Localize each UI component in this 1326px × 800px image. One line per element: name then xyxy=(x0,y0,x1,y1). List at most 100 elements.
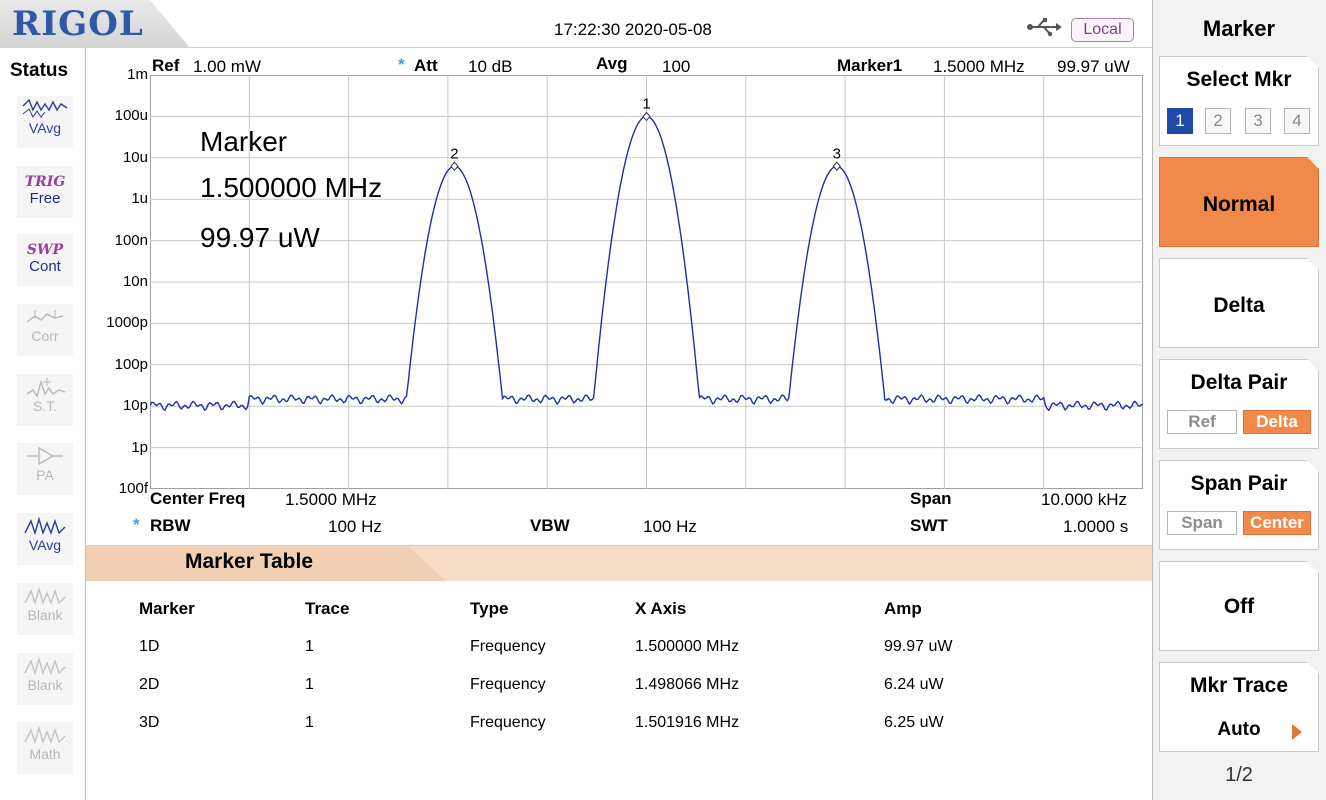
trace-wave-icon xyxy=(24,516,66,536)
delta-pair-delta-option[interactable]: Delta xyxy=(1243,410,1311,434)
table-cell: 1.500000 MHz xyxy=(635,638,740,655)
marker-readout-label: Marker1 xyxy=(837,56,903,75)
correction-icon xyxy=(26,310,64,323)
usb-icon xyxy=(1027,18,1062,37)
table-cell: 1.501916 MHz xyxy=(635,714,740,731)
preamp-icon xyxy=(27,446,63,466)
marker-number: 1 xyxy=(642,95,650,112)
marker-readout-amp: 99.97 uW xyxy=(1057,57,1130,76)
status-pa-label: PA xyxy=(36,467,54,483)
status-math[interactable]: Math xyxy=(17,722,73,774)
select-marker-label: Select Mkr xyxy=(1186,68,1292,91)
table-cell: 1D xyxy=(139,638,160,655)
marker-number: 2 xyxy=(450,145,458,162)
col-header-x-axis: X Axis xyxy=(635,599,687,618)
marker-table-title: Marker Table xyxy=(185,550,313,573)
vbw-value[interactable]: 100 Hz xyxy=(643,517,697,536)
delta-pair-label: Delta Pair xyxy=(1190,371,1288,394)
status-title: Status xyxy=(10,60,69,81)
y-tick-label: 10u xyxy=(122,149,148,166)
swt-value[interactable]: 1.0000 s xyxy=(1063,517,1129,536)
ref-label: Ref xyxy=(152,56,180,75)
table-cell: Frequency xyxy=(470,638,546,655)
swt-label: SWT xyxy=(910,516,948,535)
marker-4-option[interactable]: 4 xyxy=(1284,108,1310,134)
center-freq-value[interactable]: 1.5000 MHz xyxy=(285,490,377,509)
trace-wave-icon xyxy=(24,725,66,745)
status-st-label: S.T. xyxy=(32,398,58,414)
y-tick-label: 1p xyxy=(131,439,148,456)
trig-tag: TRIG xyxy=(24,174,66,190)
spectrum-plot: 1 2 3 xyxy=(150,75,1143,489)
status-sweep[interactable]: SWP Cont xyxy=(17,234,73,286)
rigol-logo: RIGOL xyxy=(12,4,144,44)
span-pair-span-option[interactable]: Span xyxy=(1167,511,1237,535)
delta-key[interactable] xyxy=(1159,258,1319,348)
span-pair-key[interactable] xyxy=(1159,460,1319,550)
trig-value: Free xyxy=(29,190,61,207)
table-cell: 1.498066 MHz xyxy=(635,676,740,693)
delta-pair-ref-option[interactable]: Ref xyxy=(1167,410,1237,434)
status-trig[interactable]: TRIG Free xyxy=(17,166,73,218)
y-tick-label: 10n xyxy=(122,273,148,290)
col-header-amp: Amp xyxy=(884,599,922,618)
marker-readout-freq: 1.5000 MHz xyxy=(933,57,1025,76)
rbw-label: RBW xyxy=(150,516,191,535)
marker-diamond[interactable] xyxy=(832,161,841,172)
col-header-trace: Trace xyxy=(305,599,350,618)
table-cell: 99.97 uW xyxy=(884,638,953,655)
average-wave-icon xyxy=(22,98,68,118)
normal-label: Normal xyxy=(1202,193,1276,216)
sweep-value: Cont xyxy=(29,258,61,275)
status-st[interactable]: S.T. xyxy=(17,374,73,426)
tracking-source-icon xyxy=(26,378,66,398)
marker-diamond[interactable] xyxy=(642,111,651,122)
delta-pair-key[interactable] xyxy=(1159,359,1319,449)
span-label: Span xyxy=(910,489,952,508)
status-blank-2[interactable]: Blank xyxy=(17,653,73,705)
normal-key[interactable] xyxy=(1159,157,1319,247)
avg-value: 100 xyxy=(662,57,691,76)
marker-overlay-freq: 1.500000 MHz xyxy=(200,172,383,203)
off-label: Off xyxy=(1223,595,1255,618)
marker-3-option[interactable]: 3 xyxy=(1245,108,1271,134)
menu-page-indicator[interactable]: 1/2 xyxy=(1225,764,1253,786)
table-cell: 1 xyxy=(305,714,314,731)
marker-diamond[interactable] xyxy=(450,161,459,172)
marker-trace-label: Mkr Trace xyxy=(1189,674,1289,697)
marker-2-option[interactable]: 2 xyxy=(1205,108,1231,134)
span-pair-center-option[interactable]: Center xyxy=(1243,511,1311,535)
table-cell: 1 xyxy=(305,676,314,693)
status-trace-vavg-label: VAvg xyxy=(28,537,62,553)
status-pa[interactable]: PA xyxy=(17,443,73,495)
marker-overlay-amp: 99.97 uW xyxy=(200,222,320,253)
att-star-icon: * xyxy=(398,55,405,74)
y-tick-label: 1m xyxy=(127,66,148,83)
status-trace-vavg[interactable]: VAvg xyxy=(17,513,73,565)
att-value: 10 dB xyxy=(468,57,513,76)
table-cell: 6.24 uW xyxy=(884,676,944,693)
delta-label: Delta xyxy=(1213,294,1265,317)
status-vavg[interactable]: VAvg xyxy=(17,96,73,148)
marker-table xyxy=(86,581,1152,800)
local-button[interactable]: Local xyxy=(1071,18,1134,42)
top-bar: RIGOL 17:22:30 2020-05-08 Local xyxy=(0,0,1152,48)
table-cell: Frequency xyxy=(470,676,546,693)
col-header-type: Type xyxy=(470,599,509,618)
marker-1-option[interactable]: 1 xyxy=(1167,108,1193,134)
status-blank-1[interactable]: Blank xyxy=(17,583,73,635)
ref-value: 1.00 mW xyxy=(193,57,262,76)
table-cell: 2D xyxy=(139,676,160,693)
off-key[interactable] xyxy=(1159,561,1319,651)
marker-number: 3 xyxy=(833,145,841,162)
y-tick-label: 100p xyxy=(114,356,148,373)
rbw-value[interactable]: 100 Hz xyxy=(328,517,382,536)
status-corr[interactable]: Corr xyxy=(17,304,73,356)
span-value[interactable]: 10.000 kHz xyxy=(1041,490,1127,509)
status-math-label: Math xyxy=(29,746,61,762)
col-header-marker: Marker xyxy=(139,599,195,618)
y-tick-label: 1000p xyxy=(106,314,148,331)
table-cell: 1 xyxy=(305,638,314,655)
marker-overlay-title: Marker xyxy=(200,126,288,157)
status-blank-2-label: Blank xyxy=(27,677,63,693)
